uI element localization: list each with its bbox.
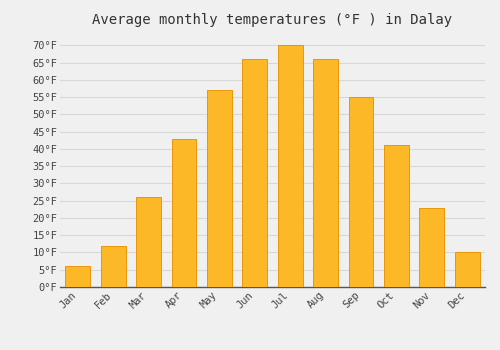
Bar [136, 197, 161, 287]
Bar [420, 208, 444, 287]
Title: Average monthly temperatures (°F ) in Dalay: Average monthly temperatures (°F ) in Da… [92, 13, 452, 27]
Bar [455, 252, 479, 287]
Bar [66, 266, 90, 287]
Bar [313, 59, 338, 287]
Bar [207, 90, 232, 287]
Bar [384, 146, 409, 287]
Bar [278, 46, 302, 287]
Bar [242, 59, 267, 287]
Bar [172, 139, 196, 287]
Bar [348, 97, 374, 287]
Bar [100, 246, 126, 287]
